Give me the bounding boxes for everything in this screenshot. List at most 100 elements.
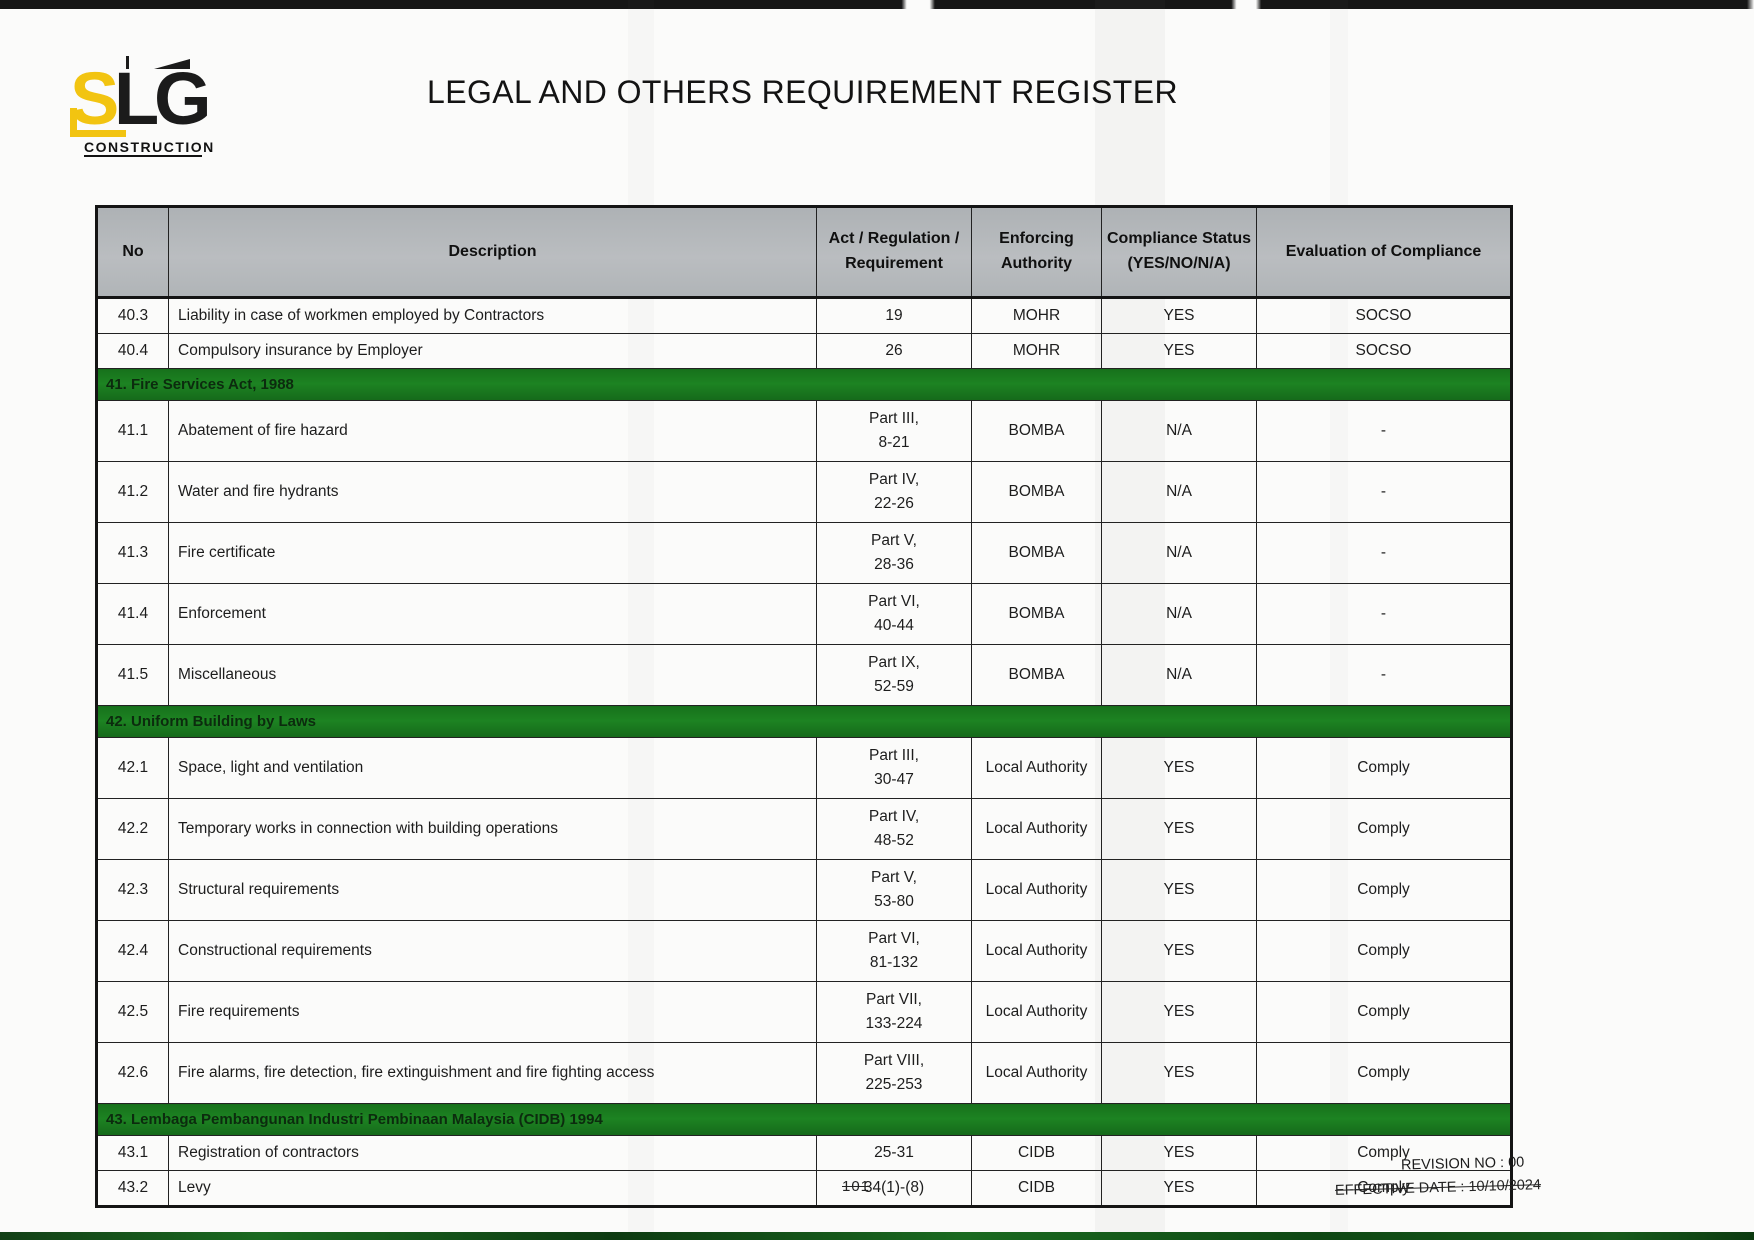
act-line: Part IX, xyxy=(868,653,920,671)
page-number: 101 xyxy=(842,1178,871,1195)
act-line: 22-26 xyxy=(874,495,914,512)
act-line: 81-132 xyxy=(869,954,919,971)
cell-status: YES xyxy=(1101,798,1257,860)
table-row: 40.3 Liability in case of workmen employe… xyxy=(96,297,1512,334)
cell-evaluation: SOCSO xyxy=(1256,297,1512,334)
table-row: 40.4 Compulsory insurance by Employer 26 MO… xyxy=(96,333,1512,369)
table-row: 41.5 Miscellaneous Part IX, 52-59 BOMBA N/A - xyxy=(96,644,1512,706)
section-band-row: 41. Fire Services Act, 1988 xyxy=(96,368,1512,401)
cell-description: Structural requirements xyxy=(168,859,817,921)
logo-letter: L xyxy=(114,57,159,140)
logo-letter: S xyxy=(70,57,119,140)
cell-no: 43.1 xyxy=(96,1135,169,1171)
cell-evaluation: Comply xyxy=(1256,1135,1512,1171)
revision-note: REVISION NO : 00 xyxy=(1400,1154,1525,1174)
cell-no: 41.2 xyxy=(96,461,169,523)
cell-status: YES xyxy=(1101,859,1257,921)
section-band-row: 43. Lembaga Pembangunan Industri Pembina… xyxy=(96,1103,1512,1136)
act-line: Part VI, xyxy=(868,592,920,610)
cell-act: 19 xyxy=(816,297,972,334)
cell-description: Fire alarms, fire detection, fire exting… xyxy=(168,1042,817,1104)
page-title: LEGAL AND OTHERS REQUIREMENT REGISTER xyxy=(427,74,1178,110)
act-line: 53-80 xyxy=(874,893,914,910)
column-header-act: Act / Regulation / Requirement xyxy=(816,206,972,299)
table-row: 42.3 Structural requirements Part V, 53-80 L… xyxy=(96,859,1512,921)
cell-description: Miscellaneous xyxy=(168,644,817,706)
cell-act: Part III, 8-21 xyxy=(816,400,972,462)
section-band-row: 42. Uniform Building by Laws xyxy=(96,705,1512,738)
section-band-label: 43. Lembaga Pembangunan Industri Pembina… xyxy=(96,1103,1512,1136)
cell-status: YES xyxy=(1101,981,1257,1043)
table-row: 43.2 Levy 34(1)-(8) CIDB YES Comply xyxy=(96,1170,1512,1207)
table-row: 42.4 Constructional requirements Part VI, 8… xyxy=(96,920,1512,982)
cell-authority: BOMBA xyxy=(971,644,1102,706)
table-wrap: No Description Act / Regulation / Requirem… xyxy=(95,205,1513,1208)
cell-authority: BOMBA xyxy=(971,522,1102,584)
column-header-description: Description xyxy=(168,206,817,299)
cell-description: Liability in case of workmen employed by… xyxy=(168,297,817,334)
act-line: 19 xyxy=(885,306,903,324)
act-line: 26 xyxy=(885,341,903,359)
cell-description: Space, light and ventilation xyxy=(168,737,817,799)
act-line: 48-52 xyxy=(874,832,914,849)
cell-authority: Local Authority xyxy=(971,920,1102,982)
cell-authority: Local Authority xyxy=(971,981,1102,1043)
cell-act: Part VIII, 225-253 xyxy=(816,1042,972,1104)
cell-status: YES xyxy=(1101,920,1257,982)
cell-authority: BOMBA xyxy=(971,461,1102,523)
cell-authority: MOHR xyxy=(971,297,1102,334)
section-band-label: 42. Uniform Building by Laws xyxy=(96,705,1512,738)
cell-act: Part VII, 133-224 xyxy=(816,981,972,1043)
act-line: 52-59 xyxy=(874,678,914,695)
cell-evaluation: - xyxy=(1256,400,1512,462)
cell-no: 41.1 xyxy=(96,400,169,462)
cell-authority: CIDB xyxy=(971,1170,1102,1207)
cell-evaluation: - xyxy=(1256,522,1512,584)
register-table: No Description Act / Regulation / Requirem… xyxy=(95,205,1513,1208)
cell-authority: CIDB xyxy=(971,1135,1102,1171)
cell-evaluation: - xyxy=(1256,461,1512,523)
act-line: Part VIII, xyxy=(863,1051,925,1069)
cell-description: Fire requirements xyxy=(168,981,817,1043)
cell-act: Part IX, 52-59 xyxy=(816,644,972,706)
cell-no: 42.2 xyxy=(96,798,169,860)
act-line: 225-253 xyxy=(865,1076,923,1093)
cell-act: 25-31 xyxy=(816,1135,972,1171)
cell-description: Abatement of fire hazard xyxy=(168,400,817,462)
act-line: 28-36 xyxy=(874,556,914,573)
cell-status: N/A xyxy=(1101,400,1257,462)
cell-no: 40.3 xyxy=(96,297,169,334)
column-header-evaluation: Evaluation of Compliance xyxy=(1256,206,1512,299)
cell-description: Compulsory insurance by Employer xyxy=(168,333,817,369)
act-line: Part III, xyxy=(869,746,919,764)
cell-no: 41.5 xyxy=(96,644,169,706)
cell-description: Registration of contractors xyxy=(168,1135,817,1171)
table-row: 43.1 Registration of contractors 25-31 CIDB… xyxy=(96,1135,1512,1171)
cell-evaluation: SOCSO xyxy=(1256,333,1512,369)
cell-act: Part VI, 81-132 xyxy=(816,920,972,982)
table-row: 41.4 Enforcement Part VI, 40-44 BOMBA N/A - xyxy=(96,583,1512,645)
act-line: 25-31 xyxy=(874,1143,914,1161)
cell-evaluation: Comply xyxy=(1256,798,1512,860)
logo-caption: CONSTRUCTION xyxy=(84,139,215,155)
cell-act: Part III, 30-47 xyxy=(816,737,972,799)
cell-no: 43.2 xyxy=(96,1170,169,1207)
logo-brand: SLG xyxy=(70,57,212,140)
cell-no: 42.1 xyxy=(96,737,169,799)
cell-authority: BOMBA xyxy=(971,583,1102,645)
act-line: 30-47 xyxy=(874,771,914,788)
act-line: 40-44 xyxy=(874,617,914,634)
act-line: Part III, xyxy=(869,409,919,427)
cell-status: N/A xyxy=(1101,461,1257,523)
cell-authority: Local Authority xyxy=(971,1042,1102,1104)
cell-status: YES xyxy=(1101,297,1257,334)
cell-evaluation: Comply xyxy=(1256,1042,1512,1104)
cell-authority: Local Authority xyxy=(971,737,1102,799)
act-line: 34(1)-(8) xyxy=(863,1178,925,1196)
table-row: 41.3 Fire certificate Part V, 28-36 BOMBA N/A… xyxy=(96,522,1512,584)
cell-no: 41.4 xyxy=(96,583,169,645)
cell-description: Temporary works in connection with build… xyxy=(168,798,817,860)
column-header-authority: Enforcing Authority xyxy=(971,206,1102,299)
cell-status: YES xyxy=(1101,737,1257,799)
